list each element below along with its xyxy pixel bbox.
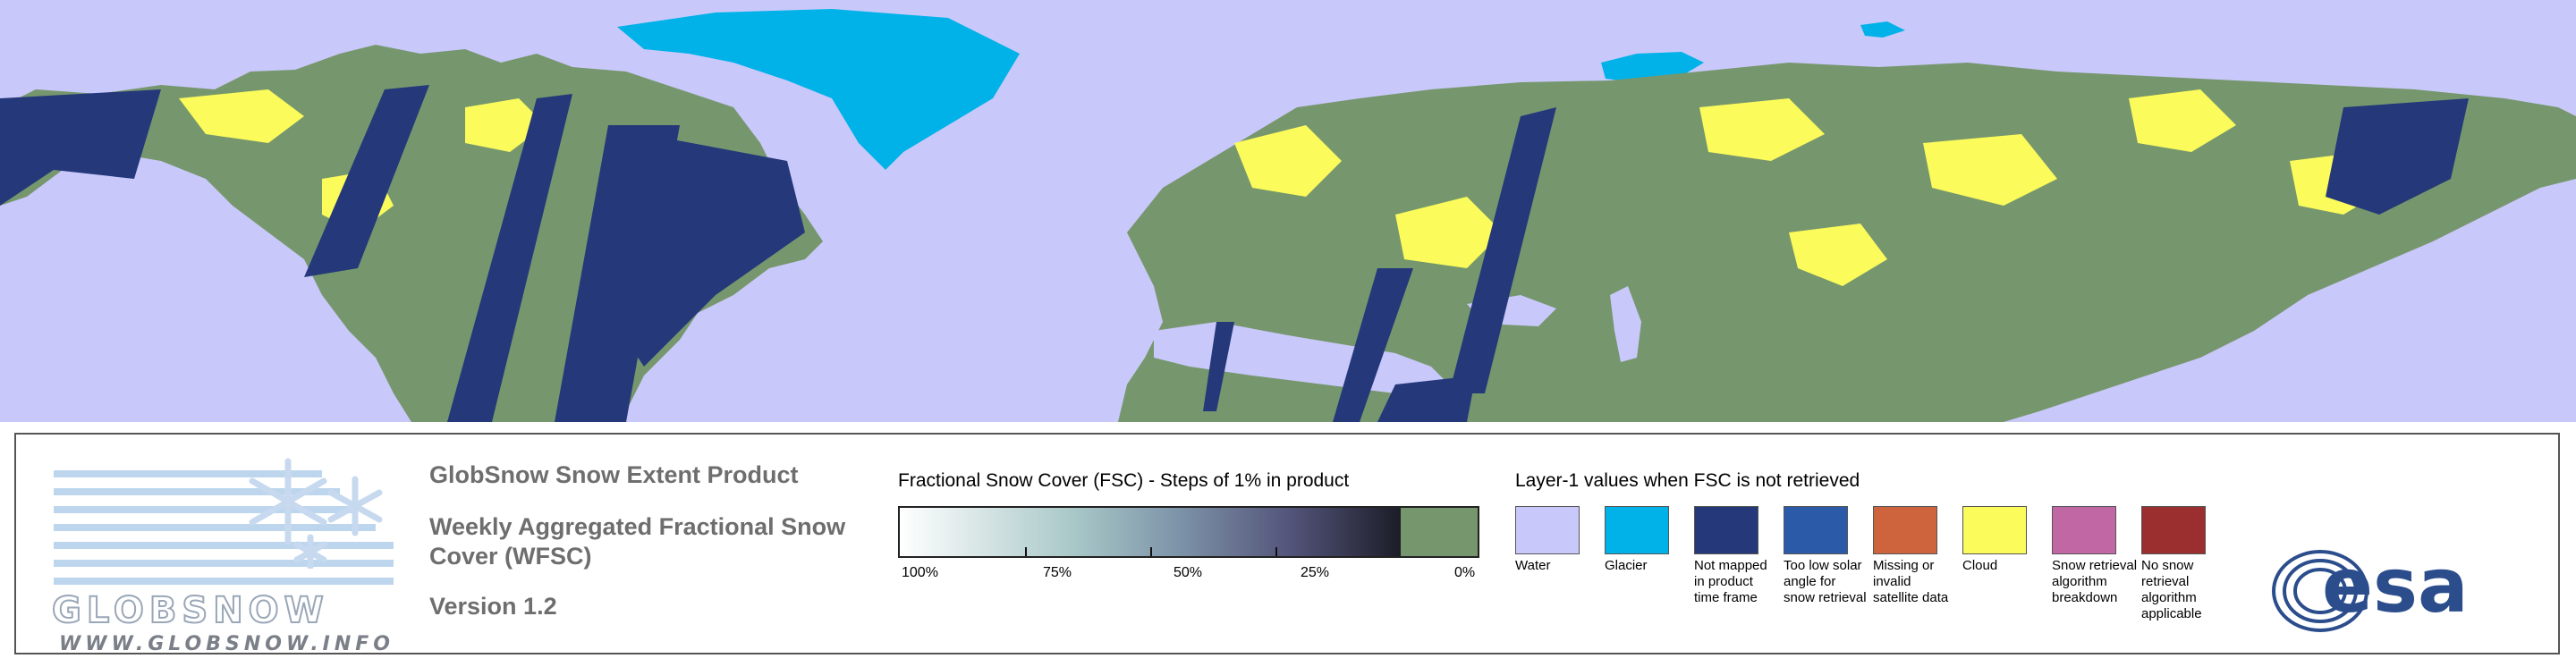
fsc-legend-title: Fractional Snow Cover (FSC) - Steps of 1… — [898, 470, 1350, 491]
fsc-tick — [1275, 547, 1277, 556]
layer1-legend: Layer-1 values when FSC is not retrieved… — [1515, 470, 2320, 649]
swatch-box — [2052, 506, 2116, 554]
swatch-label: Missing or invalid satellite data — [1873, 558, 1949, 605]
fsc-legend: Fractional Snow Cover (FSC) - Steps of 1… — [898, 470, 1488, 587]
fsc-label: 0% — [1454, 565, 1476, 580]
fsc-labels: 100% 75% 50% 25% 0% — [898, 565, 1479, 587]
fsc-zero-swatch — [1401, 508, 1478, 556]
layer1-legend-title: Layer-1 values when FSC is not retrieved — [1515, 470, 1860, 491]
fsc-color-bar — [898, 506, 1479, 558]
globsnow-logo: GLOBSNOW WWW.GLOBSNOW.INFO — [38, 452, 395, 655]
globsnow-wordmark: GLOBSNOW — [51, 589, 329, 632]
product-titles: GlobSnow Snow Extent Product Weekly Aggr… — [429, 461, 894, 621]
legend-item-not-mapped: Not mapped in product time frame — [1694, 506, 1780, 606]
swatch-label: Glacier — [1605, 558, 1648, 573]
fsc-label: 25% — [1301, 565, 1330, 580]
map-canvas — [0, 9, 2576, 422]
fsc-tick — [1150, 547, 1152, 556]
greenland-glacier — [617, 9, 1020, 170]
legend-item-glacier: Glacier — [1605, 506, 1690, 574]
swatch-label: Too low solar angle for snow retrieval — [1784, 558, 1867, 605]
swatch-box — [1515, 506, 1580, 554]
legend-item-low-solar-angle: Too low solar angle for snow retrieval — [1784, 506, 1869, 606]
product-title: GlobSnow Snow Extent Product — [429, 461, 799, 488]
snow-cover-map — [0, 0, 2576, 422]
product-version: Version 1.2 — [429, 593, 557, 620]
swatch-box — [1605, 506, 1669, 554]
snowflake-icon — [249, 458, 383, 569]
esa-emblem-icon: esa — [2272, 542, 2469, 632]
fsc-tick — [1025, 547, 1027, 556]
legend-item-water: Water — [1515, 506, 1601, 574]
swatch-label: Not mapped in product time frame — [1694, 558, 1767, 605]
swatch-box — [1962, 506, 2027, 554]
swatch-label: Water — [1515, 558, 1551, 573]
fsc-label: 100% — [902, 565, 938, 580]
swatch-box — [2141, 506, 2206, 554]
swatch-label: Snow retrieval algorithm breakdown — [2052, 558, 2138, 605]
legend-item-missing-data: Missing or invalid satellite data — [1873, 506, 1959, 606]
swatch-label: No snow retrieval algorithm applicable — [2141, 558, 2202, 621]
swatch-box — [1784, 506, 1848, 554]
not-mapped-swaths — [0, 85, 2469, 422]
layer1-swatches: Water Glacier Not mapped in product time… — [1515, 506, 2320, 649]
fsc-label: 75% — [1043, 565, 1072, 580]
esa-logo: esa — [2267, 542, 2526, 640]
swatch-box — [1873, 506, 1937, 554]
arctic-island-2 — [1860, 21, 1905, 38]
legend-item-no-algorithm: No snow retrieval algorithm applicable — [2141, 506, 2227, 622]
esa-wordmark: esa — [2322, 542, 2469, 629]
product-subtitle: Weekly Aggregated Fractional Snow Cover … — [429, 513, 846, 570]
legend-item-algorithm-breakdown: Snow retrieval algorithm breakdown — [2052, 506, 2138, 606]
caspian-sea — [1610, 286, 1641, 362]
legend-item-cloud: Cloud — [1962, 506, 2048, 574]
swatch-label: Cloud — [1962, 558, 1998, 573]
legend-panel: GLOBSNOW WWW.GLOBSNOW.INFO GlobSnow Snow… — [14, 433, 2560, 655]
fsc-label: 50% — [1174, 565, 1203, 580]
swatch-box — [1694, 506, 1758, 554]
globsnow-url: WWW.GLOBSNOW.INFO — [59, 633, 395, 655]
